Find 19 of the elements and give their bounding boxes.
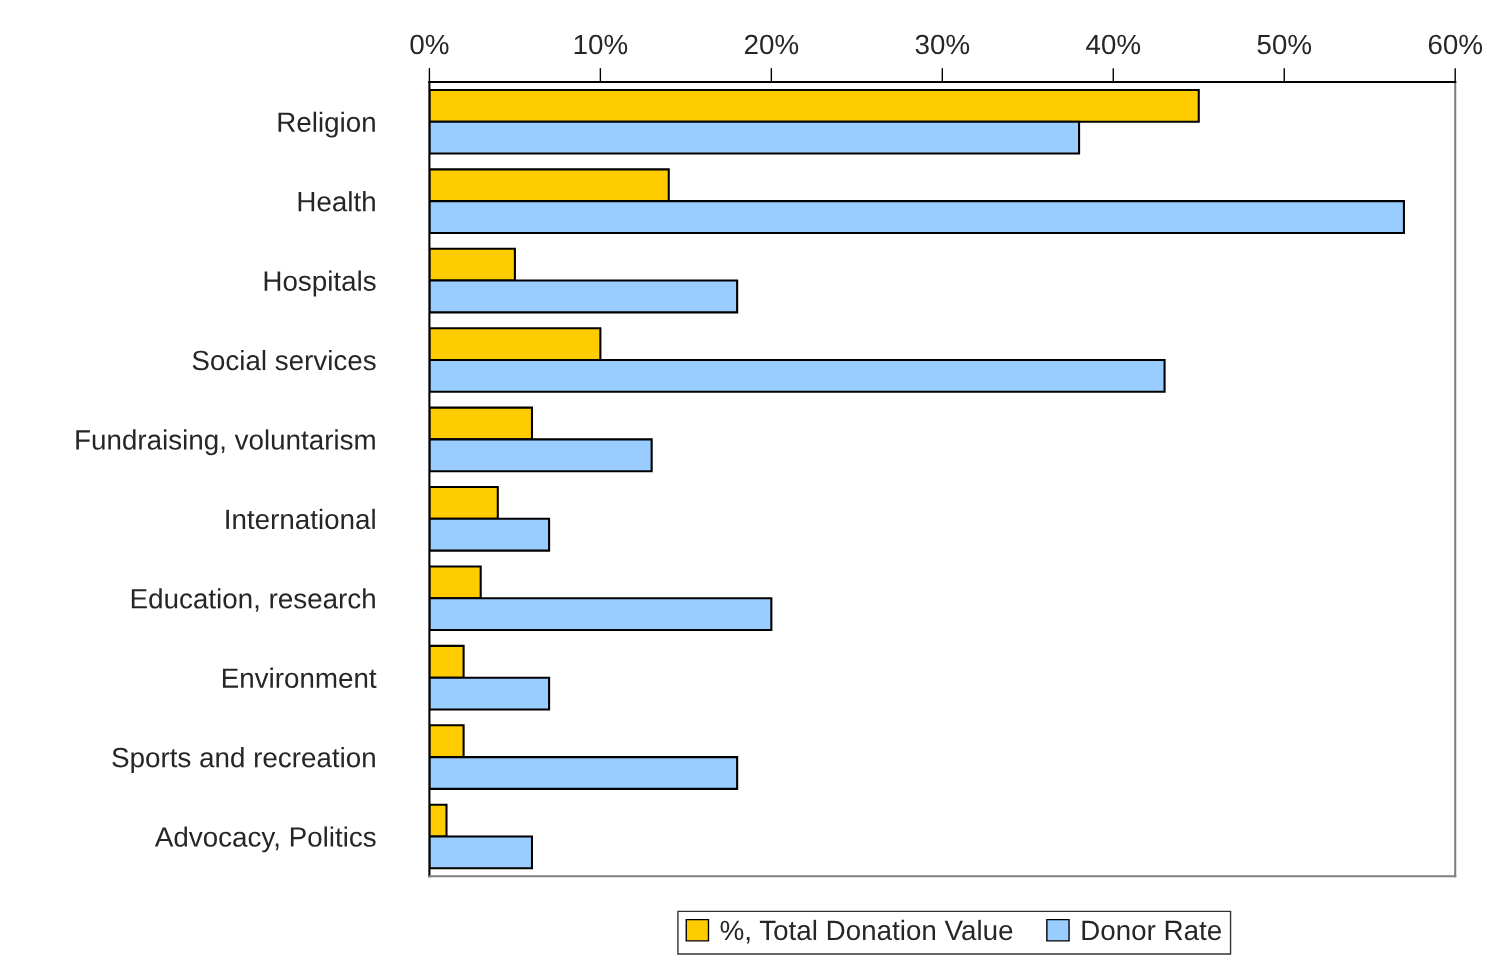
y-tick-label: Social services bbox=[192, 349, 376, 371]
y-tick-label: Environment bbox=[222, 667, 377, 689]
y-tick-label: Health bbox=[298, 191, 375, 212]
y-tick-label: Education, research bbox=[131, 588, 375, 612]
x-tick-label: 40% bbox=[1086, 34, 1141, 55]
y-tick-label: Religion bbox=[278, 111, 375, 138]
x-tick-label: 10% bbox=[574, 34, 628, 55]
legend-label: Donor Rate bbox=[1082, 920, 1221, 941]
x-tick-label: 60% bbox=[1428, 34, 1483, 55]
y-tick-label: Sports and recreation bbox=[112, 747, 375, 773]
legend-label: %, Total Donation Value bbox=[720, 919, 1013, 944]
x-tick-label: 0% bbox=[410, 34, 449, 55]
y-tick-label: Advocacy, Politics bbox=[154, 826, 376, 853]
x-tick-label: 30% bbox=[915, 34, 970, 55]
y-tick-label: International bbox=[226, 508, 375, 530]
y-tick-label: Hospitals bbox=[264, 270, 376, 297]
y-tick-label: Fundraising, voluntarism bbox=[76, 429, 375, 456]
x-tick-label: 20% bbox=[744, 34, 799, 55]
x-tick-label: 50% bbox=[1257, 34, 1312, 55]
